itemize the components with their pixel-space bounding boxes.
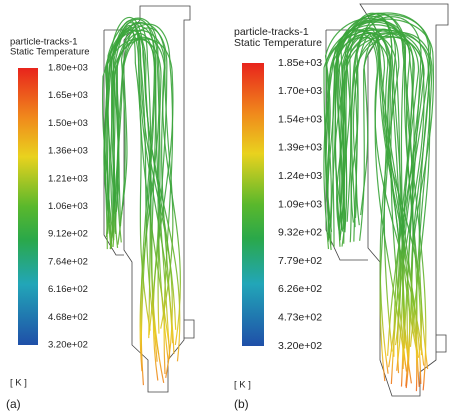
colorbar-label: 4.68e+02 — [48, 312, 88, 323]
colorbar-label: 1.65e+03 — [48, 90, 88, 101]
unit: [ K ] — [234, 380, 251, 391]
colorbar-label: 1.21e+03 — [48, 173, 88, 184]
colorbar-label: 6.16e+02 — [48, 284, 88, 295]
colorbar — [18, 68, 38, 345]
colorbar-label: 1.09e+03 — [278, 198, 322, 210]
colorbar-label: 9.32e+02 — [278, 227, 322, 239]
colorbar-label: 1.80e+03 — [48, 63, 88, 74]
figure: particle-tracks-1 Static Temperature [ K… — [0, 0, 464, 414]
track — [108, 30, 180, 361]
legend-subtitle: Static Temperature — [10, 47, 90, 58]
colorbar-label: 1.39e+03 — [278, 142, 322, 154]
colorbar — [242, 63, 264, 346]
colorbar-label: 1.70e+03 — [278, 85, 322, 97]
legend-subtitle: Static Temperature — [234, 37, 322, 49]
unit: [ K ] — [10, 378, 27, 389]
colorbar-label: 1.50e+03 — [48, 118, 88, 129]
particle-tracks — [103, 13, 434, 391]
colorbar-label: 1.06e+03 — [48, 201, 88, 212]
caption: (b) — [234, 397, 249, 411]
colorbar-label: 4.73e+02 — [278, 311, 322, 323]
colorbar-label: 1.85e+03 — [278, 57, 322, 69]
colorbar-label: 1.24e+03 — [278, 170, 322, 182]
caption: (a) — [6, 397, 21, 411]
colorbar-label: 1.54e+03 — [278, 113, 322, 125]
colorbar-label: 3.20e+02 — [48, 340, 88, 351]
colorbar-label: 7.64e+02 — [48, 256, 88, 267]
colorbar-label: 3.20e+02 — [278, 340, 322, 352]
colorbar-label: 9.12e+02 — [48, 229, 88, 240]
colorbar-label: 6.26e+02 — [278, 283, 322, 295]
colorbar-label: 1.36e+03 — [48, 146, 88, 157]
colorbar-label: 7.79e+02 — [278, 255, 322, 267]
